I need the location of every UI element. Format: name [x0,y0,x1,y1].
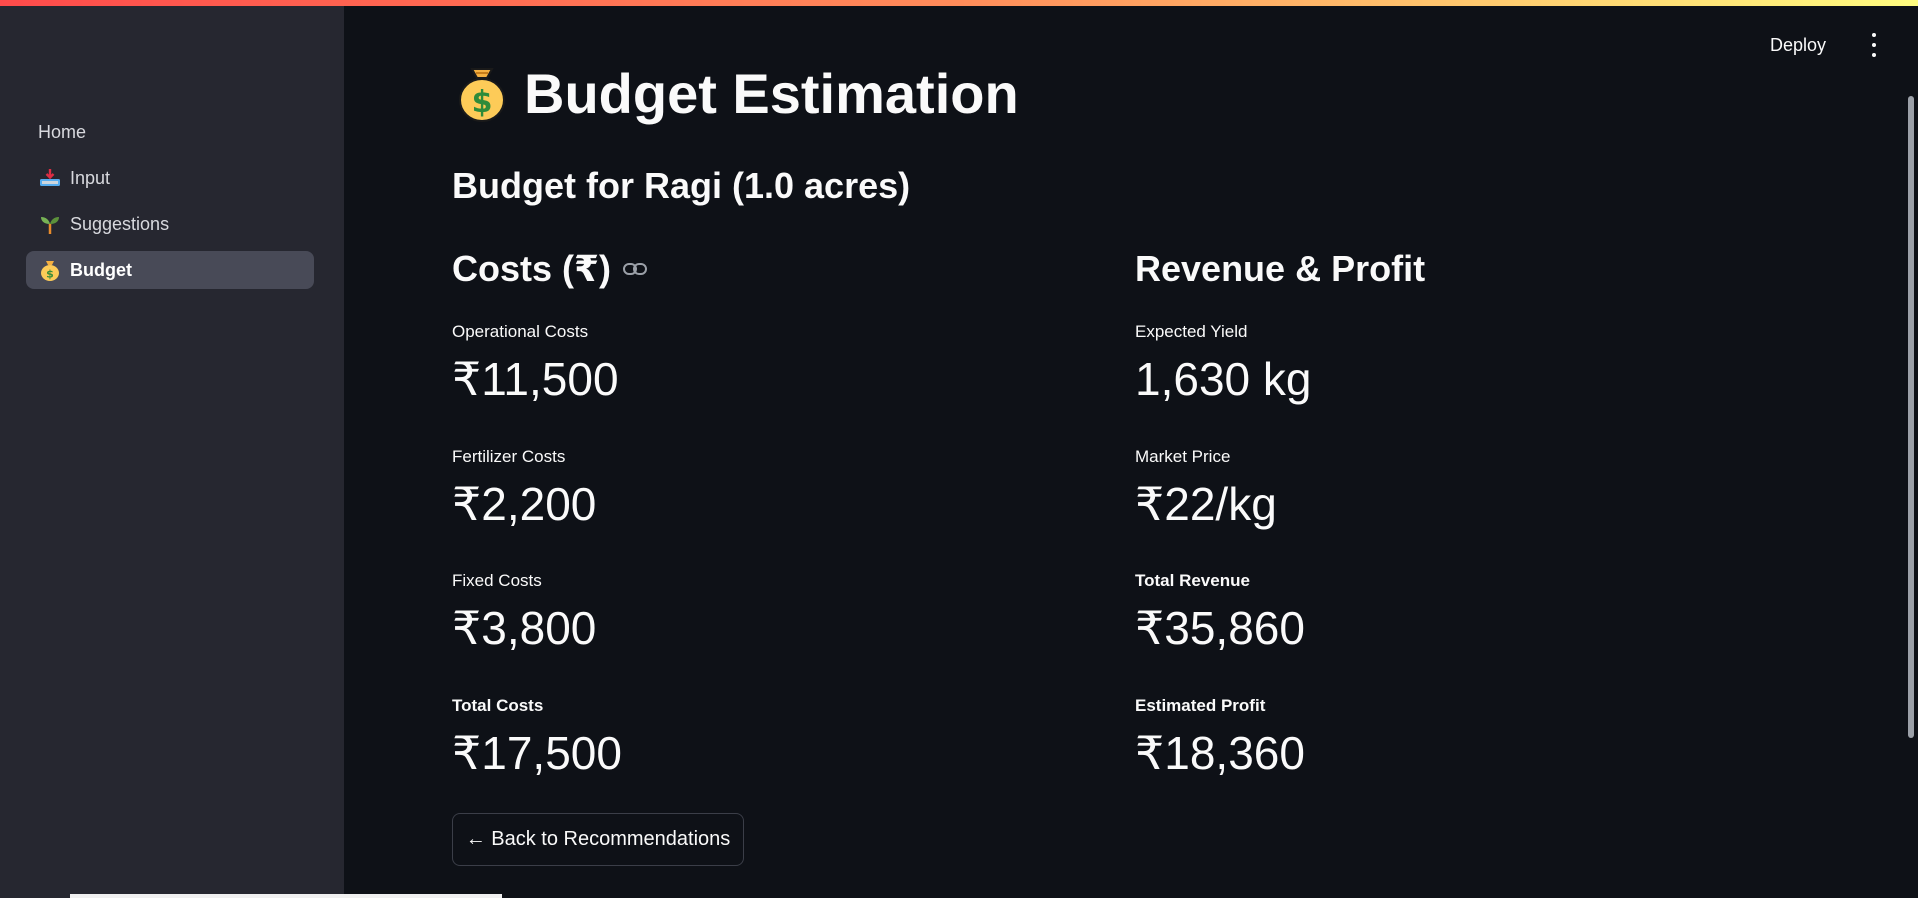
sidebar-item-home[interactable]: Home [26,113,314,151]
page-title-text: Budget Estimation [524,61,1019,125]
sidebar-item-label: Home [38,121,87,142]
sidebar-item-input[interactable]: Input [26,159,314,197]
operational-costs-label: Operational Costs [452,322,589,341]
costs-heading: Costs (₹) [452,248,648,290]
estimated-profit-label: Estimated Profit [1135,696,1266,715]
deploy-button[interactable]: Deploy [1770,34,1827,55]
sidebar-item-budget[interactable]: $ Budget [26,251,314,289]
sidebar-item-label: Budget [70,259,132,280]
top-accent-stripe [0,0,1918,6]
fertilizer-costs-value: ₹2,200 [452,478,597,530]
expected-yield-label: Expected Yield [1135,322,1248,341]
inbox-tray-icon [38,166,62,190]
kebab-menu-icon[interactable] [1868,33,1880,57]
fixed-costs-value: ₹3,800 [452,602,597,654]
bottom-progress-bar [70,894,502,898]
total-revenue-label: Total Revenue [1135,571,1250,590]
money-bag-icon: $ [38,258,62,282]
svg-text:$: $ [46,268,54,281]
market-price-label: Market Price [1135,447,1231,466]
link-icon[interactable] [623,262,648,276]
sidebar-item-label: Suggestions [70,213,170,234]
page-title: $ Budget Estimation [452,58,1019,128]
sidebar-item-label: Input [70,167,111,188]
costs-heading-text: Costs (₹) [452,248,612,289]
market-price-value: ₹22/kg [1135,478,1277,530]
seedling-icon [38,212,62,236]
scrollbar[interactable] [1908,96,1914,738]
back-to-recommendations-button[interactable]: ← Back to Recommendations [452,813,744,866]
sidebar: Home Input Suggestions $ [0,6,344,898]
money-bag-icon: $ [459,68,505,122]
revenue-heading: Revenue & Profit [1135,248,1426,289]
fixed-costs-label: Fixed Costs [452,571,542,590]
total-revenue-value: ₹35,860 [1135,602,1305,654]
estimated-profit-value: ₹18,360 [1135,727,1305,779]
expected-yield-value: 1,630 kg [1135,353,1312,405]
fertilizer-costs-label: Fertilizer Costs [452,447,566,466]
operational-costs-value: ₹11,500 [452,353,619,405]
svg-text:$: $ [472,85,493,120]
total-costs-value: ₹17,500 [452,727,622,779]
total-costs-label: Total Costs [452,696,544,715]
sidebar-item-suggestions[interactable]: Suggestions [26,205,314,243]
budget-subtitle: Budget for Ragi (1.0 acres) [452,165,911,206]
